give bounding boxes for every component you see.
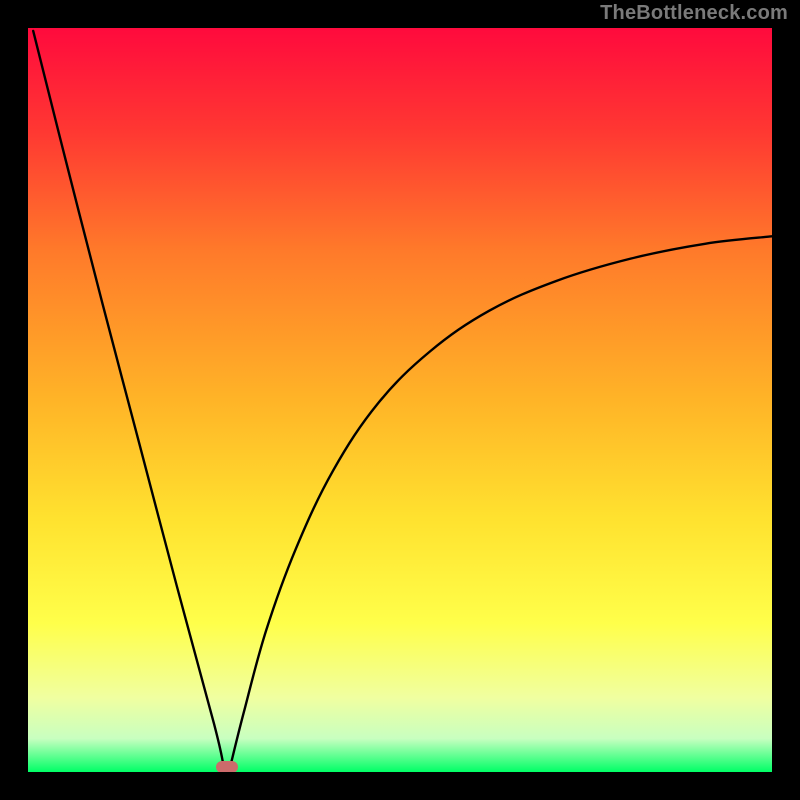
- v-curve: [28, 28, 772, 772]
- watermark-text: TheBottleneck.com: [600, 2, 788, 25]
- minimum-marker: [216, 761, 238, 772]
- curve-left-branch: [33, 31, 223, 766]
- curve-right-branch: [230, 236, 772, 766]
- chart-frame: TheBottleneck.com: [0, 0, 800, 800]
- plot-area: [28, 28, 772, 772]
